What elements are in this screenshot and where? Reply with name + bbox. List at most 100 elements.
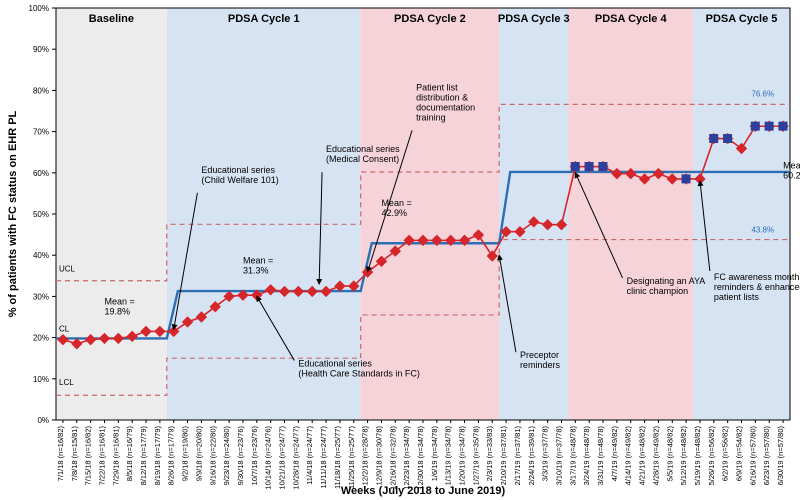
y-tick-label: 20%: [33, 334, 49, 343]
pdsa-run-chart: 0%10%20%30%40%50%60%70%80%90%100%% of pa…: [0, 0, 800, 500]
x-tick-label: 4/7/19 (n=49/82): [610, 426, 619, 482]
x-tick-label: 3/31/19 (n=48/78): [596, 425, 605, 485]
x-tick-label: 12/2/18 (n=28/78): [361, 425, 370, 485]
annotation-text: FC awareness month: [714, 272, 800, 282]
signal-point: [765, 122, 774, 131]
signal-point: [571, 162, 580, 171]
x-tick-label: 7/22/18 (n=16/81): [97, 425, 106, 485]
y-tick-label: 50%: [33, 210, 49, 219]
x-tick-label: 10/14/18 (n=24/76): [264, 425, 273, 489]
x-tick-label: 12/16/18 (n=32/78): [388, 425, 397, 489]
signal-point: [585, 162, 594, 171]
x-tick-label: 5/5/19 (n=48/82): [665, 426, 674, 482]
x-tick-label: 2/10/19 (n=37/81): [499, 425, 508, 485]
annotation-text: reminders & enhanced: [714, 282, 800, 292]
x-tick-label: 12/9/18 (n=30/78): [374, 425, 383, 485]
x-tick-label: 6/9/19 (n=54/82): [735, 426, 744, 482]
x-tick-label: 5/12/19 (n=48/82): [679, 425, 688, 485]
x-tick-label: 9/2/18 (n=19/80): [181, 426, 190, 482]
annotation-text: (Child Welfare 101): [201, 175, 278, 185]
x-tick-label: 1/20/19 (n=34/78): [458, 425, 467, 485]
x-tick-label: 9/30/18 (n=23/76): [236, 425, 245, 485]
phase-band: [693, 8, 790, 420]
x-tick-label: 9/23/18 (n=24/80): [222, 425, 231, 485]
annotation-text: patient lists: [714, 292, 760, 302]
annotation-text: distribution &: [416, 92, 468, 102]
annotation-text: documentation: [416, 102, 475, 112]
y-tick-label: 90%: [33, 45, 49, 54]
phase-label: PDSA Cycle 5: [706, 13, 778, 25]
signal-point: [682, 174, 691, 183]
x-tick-label: 3/10/19 (n=37/78): [554, 425, 563, 485]
mean-value: 31.3%: [243, 265, 269, 275]
x-tick-label: 1/13/19 (n=34/78): [444, 425, 453, 485]
mean-label: Mean =: [243, 255, 273, 265]
x-tick-label: 2/24/19 (n=39/81): [527, 425, 536, 485]
limit-label: 43.8%: [751, 226, 774, 235]
x-tick-label: 2/3/19 (n=33/83): [485, 426, 494, 482]
x-tick-label: 7/1/18 (n=16/82): [56, 426, 65, 482]
x-tick-label: 6/30/19 (n=57/80): [776, 425, 785, 485]
annotation-text: Educational series: [326, 144, 400, 154]
signal-point: [709, 134, 718, 143]
x-tick-label: 10/28/18 (n=24/77): [291, 425, 300, 489]
x-tick-label: 4/21/19 (n=48/82): [638, 425, 647, 485]
x-tick-label: 6/23/19 (n=57/80): [762, 425, 771, 485]
phase-label: PDSA Cycle 3: [498, 13, 570, 25]
signal-point: [778, 122, 787, 131]
annotation-text: Preceptor: [520, 350, 559, 360]
x-tick-label: 3/24/19 (n=48/78): [582, 425, 591, 485]
x-tick-label: 11/4/18 (n=24/77): [305, 426, 314, 485]
x-tick-label: 9/16/18 (n=22/80): [208, 425, 217, 485]
phase-label: PDSA Cycle 4: [595, 13, 668, 25]
annotation-text: Designating an AYA: [627, 276, 706, 286]
limit-label: LCL: [59, 378, 74, 387]
annotation-text: Patient list: [416, 82, 458, 92]
annotation-text: (Medical Consent): [326, 154, 399, 164]
y-tick-label: 30%: [33, 292, 49, 301]
phase-label: Baseline: [89, 13, 134, 25]
y-tick-label: 0%: [37, 416, 49, 425]
x-tick-label: 10/21/18 (n=24/77): [278, 425, 287, 489]
phase-label: PDSA Cycle 2: [394, 13, 466, 25]
phase-band: [56, 8, 167, 420]
x-tick-label: 8/5/18 (n=16/79): [125, 426, 134, 482]
x-tick-label: 11/25/18 (n=25/77): [347, 426, 356, 490]
x-tick-label: 7/8/18 (n=15/81): [70, 426, 79, 482]
y-tick-label: 70%: [33, 128, 49, 137]
signal-point: [598, 162, 607, 171]
mean-label: Mean =: [783, 161, 800, 171]
limit-label: 76.6%: [751, 90, 774, 99]
x-tick-label: 11/11/18 (n=24/77): [319, 426, 328, 489]
annotation-text: Educational series: [298, 358, 372, 368]
signal-point: [751, 122, 760, 131]
x-tick-label: 9/9/18 (n=20/80): [194, 426, 203, 482]
phase-label: PDSA Cycle 1: [228, 13, 300, 25]
mean-value: 19.8%: [104, 307, 130, 317]
x-tick-label: 1/27/19 (n=35/78): [471, 425, 480, 485]
x-tick-label: 4/14/19 (n=49/82): [624, 425, 633, 485]
x-tick-label: 5/19/19 (n=48/82): [693, 425, 702, 485]
signal-point: [723, 134, 732, 143]
mean-value: 60.2%: [783, 171, 800, 181]
x-axis-title: Weeks (July 2018 to June 2019): [341, 485, 506, 497]
mean-label: Mean =: [381, 198, 411, 208]
x-tick-label: 4/28/19 (n=49/82): [651, 425, 660, 485]
x-tick-label: 8/26/18 (n=17/79): [167, 425, 176, 485]
annotation-text: training: [416, 112, 446, 122]
y-tick-label: 10%: [33, 375, 49, 384]
y-axis-title: % of patients with FC status on EHR PL: [7, 110, 19, 317]
x-tick-label: 10/7/18 (n=23/76): [250, 425, 259, 485]
x-tick-label: 1/6/19 (n=34/78): [430, 426, 439, 482]
x-tick-label: 2/17/19 (n=37/81): [513, 425, 522, 485]
annotation-text: (Health Care Standards in FC): [298, 368, 420, 378]
limit-label: CL: [59, 324, 70, 333]
phase-band: [568, 8, 693, 420]
y-tick-label: 100%: [29, 4, 49, 13]
x-tick-label: 12/23/18 (n=34/78): [402, 425, 411, 489]
x-tick-label: 3/17/19 (n=48/78): [568, 425, 577, 485]
x-tick-label: 3/3/19 (n=37/78): [541, 426, 550, 482]
x-tick-label: 12/30/18 (n=34/78): [416, 425, 425, 489]
annotation-text: clinic champion: [627, 286, 689, 296]
y-tick-label: 80%: [33, 86, 49, 95]
